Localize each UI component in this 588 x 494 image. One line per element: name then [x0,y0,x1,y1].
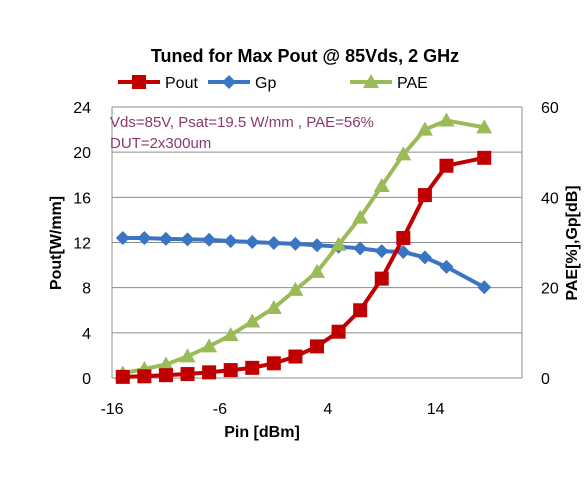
point-pout [374,271,389,286]
point-gp [288,236,303,251]
point-pout [439,158,454,173]
point-gp [245,235,260,250]
gridlines [112,106,522,379]
x-axis-label: Pin [dBm] [224,424,300,441]
x-tick-label: 4 [323,401,332,418]
y-right-tick-label: 0 [541,371,550,388]
point-pae [157,356,174,371]
series-layer [114,112,493,384]
legend-label: Gp [255,75,276,92]
point-pae [416,121,433,136]
y-left-tick-label: 12 [73,236,91,253]
point-pae [201,338,218,353]
point-pae [330,236,347,251]
point-pout [353,303,368,318]
chart-title: Tuned for Max Pout @ 85Vds, 2 GHz [151,46,459,66]
x-tick-label: -16 [100,401,123,418]
y-right-tick-label: 60 [541,100,559,117]
point-gp [477,280,492,295]
series-pout [115,150,492,384]
legend-label: Pout [165,75,198,92]
point-pae [222,327,239,342]
legend-item-gp: Gp [208,75,276,92]
point-gp [374,244,389,259]
y-right-tick-label: 40 [541,190,559,207]
annotation-dut: DUT=2x300um [110,135,211,152]
point-gp [115,230,130,245]
series-pae [114,112,493,380]
point-gp [439,259,454,274]
point-gp [137,230,152,245]
point-gp [353,241,368,256]
point-pae [309,263,325,278]
point-gp [223,234,238,249]
legend-marker [222,75,236,89]
point-pout [223,363,238,378]
legend-item-pout: Pout [118,75,198,92]
point-pout [158,368,173,383]
point-pout [331,324,346,339]
x-tick-label: -6 [213,401,227,418]
axes: 0 4 8 12 16 20 24 0 20 40 60 -16 -6 4 14 [73,100,559,418]
y-left-tick-label: 24 [73,100,91,117]
point-pae [352,209,369,224]
point-pout [310,339,324,354]
legend-marker [132,75,146,89]
annotation-conditions: Vds=85V, Psat=19.5 W/mm , PAE=56% [110,114,374,131]
legend-label: PAE [397,75,428,92]
point-pae [244,313,261,328]
y-left-tick-label: 20 [73,145,91,162]
point-pout [417,188,432,203]
point-pae [438,112,455,127]
point-pae [287,281,304,296]
legend-item-pae: PAE [350,74,428,92]
y-left-tick-label: 16 [73,190,91,207]
point-pae [476,119,493,134]
point-gp [266,235,281,250]
legend-marker [363,74,379,88]
y-right-tick-label: 20 [541,281,559,298]
y-left-tick-label: 8 [82,281,91,298]
point-pout [288,349,303,364]
point-pae [179,348,196,363]
point-gp [310,238,324,253]
point-gp [202,232,217,247]
point-pout [115,369,130,384]
point-pout [137,369,152,384]
point-pout [202,365,217,380]
point-gp [158,231,173,246]
y-axis-right-label: PAE[%],Gp[dB] [564,185,581,300]
point-pout [266,356,281,371]
x-tick-label: 14 [427,401,445,418]
point-pout [245,360,260,375]
point-pae [265,299,282,314]
point-pae [373,178,390,193]
point-pout [477,150,492,165]
point-pout [180,367,195,382]
line-gp [122,235,486,289]
line-pae [122,118,485,376]
point-pae [395,146,412,161]
point-pout [396,230,411,245]
y-left-tick-label: 4 [82,326,91,343]
point-gp [180,232,195,247]
legend: Pout Gp PAE [118,74,428,92]
y-left-tick-label: 0 [82,371,91,388]
y-axis-left-label: Pout[W/mm] [48,196,65,290]
point-gp [417,250,432,265]
